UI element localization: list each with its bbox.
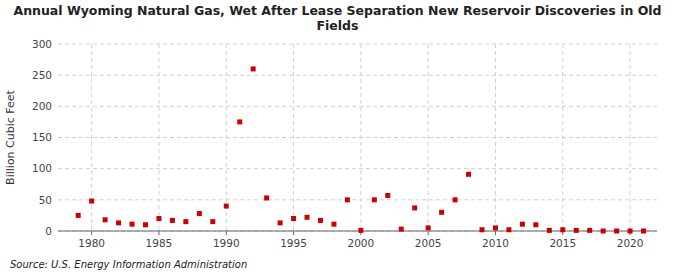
- point: 2020: 0: [628, 229, 633, 234]
- x-grid-line: [293, 44, 294, 231]
- x-grid-line: [428, 44, 429, 231]
- y-axis: 0 50 100 150 200 250 300 Billion Cubic Feet: [4, 38, 52, 237]
- chart-svg: Annual Wyoming Natural Gas, Wet After Le…: [0, 0, 675, 275]
- y-tick-label: 0: [45, 225, 52, 237]
- point: 2009: 2: [480, 227, 485, 232]
- point: 2007: 50: [453, 197, 458, 202]
- y-axis-label: Billion Cubic Feet: [4, 89, 17, 184]
- x-grid-line: [630, 44, 631, 231]
- point: 2004: 37: [412, 205, 417, 210]
- point: 1984: 10: [143, 222, 148, 227]
- y-grid-line: [58, 137, 657, 138]
- point: 1981: 18: [103, 217, 108, 222]
- grid: [58, 44, 657, 231]
- x-tick-label: 2015: [549, 237, 576, 249]
- point: 1994: 13: [278, 220, 283, 225]
- point: 2016: 1: [574, 228, 579, 233]
- point: 2015: 2: [560, 227, 565, 232]
- point: 2017: 1: [587, 228, 592, 233]
- x-tick-label: 2010: [482, 237, 509, 249]
- x-tick-label: 1995: [280, 237, 307, 249]
- point: 2000: 1: [358, 228, 363, 233]
- x-grid-line: [562, 44, 563, 231]
- y-tick-label: 300: [32, 38, 52, 50]
- x-tick: [226, 231, 227, 235]
- title-line: Annual Wyoming Natural Gas, Wet After Le…: [13, 3, 661, 18]
- y-grid-line: [58, 199, 657, 200]
- point: 2005: 5: [426, 225, 431, 230]
- y-tick-label: 250: [32, 69, 52, 81]
- point: 2021: 0: [641, 229, 646, 234]
- point: 1995: 20: [291, 216, 296, 221]
- x-tick-label: 2020: [617, 237, 644, 249]
- point: 1990: 40: [224, 204, 229, 209]
- points: 1979: 25 1980: 48 1981: 18 1982: 13 1983: 11…: [76, 66, 646, 233]
- y-tick-label: 200: [32, 100, 52, 112]
- point: 1991: 175: [237, 119, 242, 124]
- x-tick-label: 2000: [347, 237, 374, 249]
- point: 1987: 15: [183, 219, 188, 224]
- x-tick: [91, 231, 92, 235]
- y-tick-label: 150: [32, 131, 52, 143]
- point: 1979: 25: [76, 213, 81, 218]
- source-note: Source: U.S. Energy Information Administ…: [10, 259, 247, 270]
- y-grid-line: [58, 75, 657, 76]
- point: 1988: 28: [197, 211, 202, 216]
- point: 2010: 5: [493, 225, 498, 230]
- point: 2003: 3: [399, 227, 404, 232]
- y-grid-line: [58, 44, 657, 45]
- point: 2008: 91: [466, 172, 471, 177]
- x-tick: [495, 231, 496, 235]
- point: 1980: 48: [89, 199, 94, 204]
- y-grid-line: [58, 106, 657, 107]
- y-grid-line: [58, 231, 657, 232]
- x-tick-label: 2005: [415, 237, 442, 249]
- x-grid-line: [226, 44, 227, 231]
- x-grid-line: [360, 44, 361, 231]
- x-tick-label: 1990: [213, 237, 240, 249]
- chart-title: Annual Wyoming Natural Gas, Wet After Le…: [13, 3, 661, 33]
- x-axis: 1980 1985 1990 1995 2000 2005 2010 2015 2020: [58, 231, 657, 249]
- point: 2002: 57: [385, 193, 390, 198]
- x-tick-label: 1980: [78, 237, 105, 249]
- x-tick-label: 1985: [146, 237, 173, 249]
- x-tick: [293, 231, 294, 235]
- x-tick: [158, 231, 159, 235]
- y-grid-line: [58, 168, 657, 169]
- x-grid-line: [495, 44, 496, 231]
- point: 2019: 0: [614, 229, 619, 234]
- point: 1999: 50: [345, 197, 350, 202]
- title-line: Fields: [317, 18, 359, 33]
- chart-container: Annual Wyoming Natural Gas, Wet After Le…: [0, 0, 675, 275]
- x-axis-line: [58, 231, 657, 232]
- point: 2011: 2: [506, 227, 511, 232]
- point: 1989: 15: [210, 219, 215, 224]
- point: 1992: 260: [251, 66, 256, 71]
- y-tick-label: 50: [39, 194, 52, 206]
- point: 2012: 11: [520, 222, 525, 227]
- point: 2014: 1: [547, 228, 552, 233]
- x-tick: [428, 231, 429, 235]
- x-grid-line: [158, 44, 159, 231]
- point: 1983: 11: [130, 222, 135, 227]
- y-tick-label: 100: [32, 162, 52, 174]
- point: 2006: 30: [439, 210, 444, 215]
- point: 1985: 20: [156, 216, 161, 221]
- point: 1982: 13: [116, 220, 121, 225]
- point: 1998: 11: [331, 222, 336, 227]
- point: 2013: 10: [533, 222, 538, 227]
- point: 2001: 50: [372, 197, 377, 202]
- point: 1996: 22: [305, 215, 310, 220]
- point: 1997: 17: [318, 218, 323, 223]
- point: 1986: 17: [170, 218, 175, 223]
- point: 2018: 0: [601, 229, 606, 234]
- point: 1993: 53: [264, 195, 269, 200]
